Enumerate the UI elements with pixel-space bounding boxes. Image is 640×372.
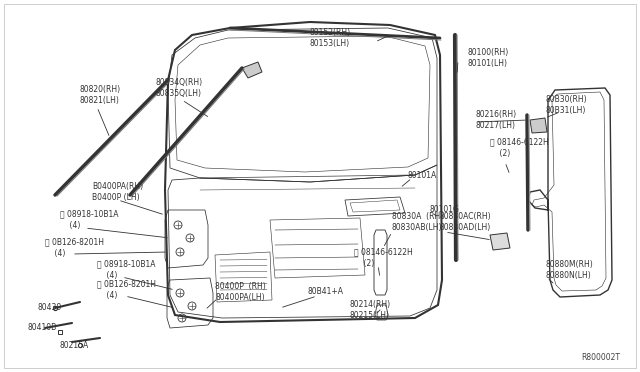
Text: Ⓑ 0B126-8201H
    (4): Ⓑ 0B126-8201H (4) [45, 238, 104, 258]
Text: Ⓑ 0B126-8201H
    (4): Ⓑ 0B126-8201H (4) [97, 280, 156, 300]
Text: 80100(RH)
80101(LH): 80100(RH) 80101(LH) [468, 48, 509, 68]
Text: 80834Q(RH)
80835Q(LH): 80834Q(RH) 80835Q(LH) [155, 78, 202, 98]
Polygon shape [490, 233, 510, 250]
Text: 80B41+A: 80B41+A [307, 288, 343, 296]
Text: 80830AC(RH)
80830AD(LH): 80830AC(RH) 80830AD(LH) [440, 212, 492, 232]
Text: 80B30(RH)
80B31(LH): 80B30(RH) 80B31(LH) [545, 95, 587, 115]
Text: ⓝ 08918-10B1A
    (4): ⓝ 08918-10B1A (4) [60, 210, 118, 230]
Text: 80830A  (RH)
80830AB(LH): 80830A (RH) 80830AB(LH) [392, 212, 444, 232]
Text: 80820(RH)
80821(LH): 80820(RH) 80821(LH) [80, 85, 121, 105]
Text: R800002T: R800002T [581, 353, 620, 362]
Text: 80214(RH)
80215(LH): 80214(RH) 80215(LH) [350, 300, 391, 320]
Text: 80430: 80430 [37, 304, 61, 312]
Text: Ⓑ 08146-6122H
    (2): Ⓑ 08146-6122H (2) [490, 138, 548, 158]
Text: 80216(RH)
80217(LH): 80216(RH) 80217(LH) [475, 110, 516, 130]
Text: B0400PA(RH)
B0400P (LH): B0400PA(RH) B0400P (LH) [92, 182, 143, 202]
Text: Ⓑ 08146-6122H
    (2): Ⓑ 08146-6122H (2) [354, 248, 413, 268]
Text: 80152(RH)
80153(LH): 80152(RH) 80153(LH) [310, 28, 351, 48]
Text: 80880M(RH)
80880N(LH): 80880M(RH) 80880N(LH) [545, 260, 593, 280]
Text: 80101G: 80101G [430, 205, 460, 215]
Text: 80215A: 80215A [60, 340, 89, 350]
Polygon shape [530, 118, 547, 133]
Text: 80101A: 80101A [408, 170, 437, 180]
Text: 80410B: 80410B [28, 324, 57, 333]
Text: 80400P  (RH)
80400PA(LH): 80400P (RH) 80400PA(LH) [215, 282, 266, 302]
Polygon shape [242, 62, 262, 78]
Text: ⓝ 08918-10B1A
    (4): ⓝ 08918-10B1A (4) [97, 260, 156, 280]
